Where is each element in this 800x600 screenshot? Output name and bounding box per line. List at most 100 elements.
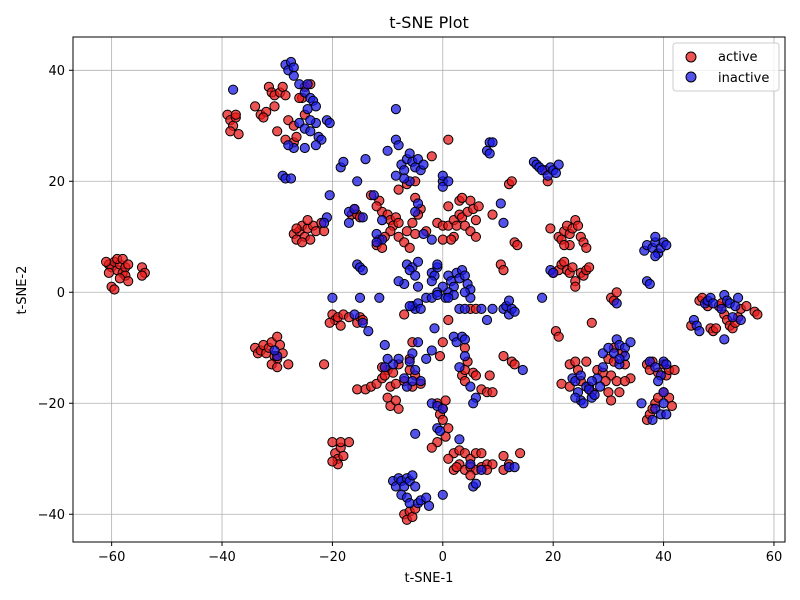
point-inactive — [443, 292, 454, 303]
point-inactive — [305, 126, 316, 137]
point-inactive — [647, 414, 658, 425]
point-inactive — [470, 478, 481, 489]
point-inactive — [357, 212, 368, 223]
point-inactive — [459, 334, 470, 345]
point-inactive — [509, 306, 520, 317]
point-inactive — [410, 270, 421, 281]
point-active — [434, 351, 446, 362]
point-inactive — [459, 270, 470, 281]
point-inactive — [415, 376, 426, 387]
point-inactive — [327, 292, 338, 303]
legend-box — [672, 42, 780, 92]
point-active — [390, 395, 401, 406]
point-inactive — [437, 403, 448, 414]
point-inactive — [404, 301, 415, 312]
point-inactive — [550, 167, 562, 179]
point-inactive — [357, 317, 368, 328]
legend-label-inactive: inactive — [718, 71, 769, 86]
point-inactive — [357, 265, 368, 276]
point-inactive — [324, 117, 335, 129]
point-inactive — [377, 215, 388, 226]
point-inactive — [363, 326, 374, 337]
x-tick-label: 60 — [766, 550, 783, 565]
point-inactive — [481, 314, 493, 326]
point-inactive — [423, 500, 435, 511]
point-inactive — [305, 115, 316, 126]
point-active — [399, 309, 410, 320]
point-inactive — [269, 345, 280, 356]
point-inactive — [595, 381, 606, 392]
point-inactive — [498, 217, 509, 228]
point-inactive — [614, 353, 625, 364]
point-inactive — [578, 398, 589, 409]
point-inactive — [625, 337, 636, 348]
point-active — [338, 450, 349, 462]
point-active — [669, 364, 680, 376]
point-active — [619, 376, 631, 387]
point-inactive — [735, 314, 746, 326]
point-inactive — [650, 231, 661, 242]
point-active — [319, 359, 330, 370]
point-inactive — [465, 459, 476, 470]
point-inactive — [343, 217, 355, 228]
point-inactive — [426, 276, 437, 287]
point-inactive — [658, 387, 669, 398]
plot-area — [73, 37, 785, 542]
x-tick-label: 40 — [655, 550, 672, 565]
x-tick-label: 20 — [545, 550, 562, 565]
point-inactive — [644, 278, 655, 290]
series-active — [101, 79, 763, 525]
point-active — [498, 265, 509, 276]
point-inactive — [374, 292, 385, 303]
point-inactive — [586, 376, 597, 387]
point-inactive — [418, 159, 429, 170]
point-active — [581, 356, 592, 367]
point-active — [545, 223, 556, 234]
point-active — [509, 359, 520, 370]
point-inactive — [694, 326, 705, 337]
point-active — [426, 151, 437, 162]
point-active — [470, 215, 481, 226]
point-inactive — [708, 298, 719, 309]
point-active — [443, 453, 454, 464]
point-active — [437, 414, 448, 425]
y-tick-label: 20 — [48, 175, 65, 190]
point-inactive — [597, 362, 609, 373]
point-active — [611, 287, 622, 298]
point-inactive — [302, 104, 313, 115]
point-inactive — [368, 190, 379, 201]
point-active — [752, 309, 763, 320]
x-tick-label: −40 — [208, 550, 235, 565]
point-active — [614, 387, 625, 398]
point-inactive — [349, 309, 360, 320]
point-active — [109, 284, 120, 295]
point-inactive — [459, 303, 470, 314]
point-active — [280, 90, 291, 101]
point-active — [512, 240, 523, 251]
point-inactive — [390, 104, 401, 115]
point-active — [101, 256, 112, 267]
point-inactive — [611, 298, 622, 309]
point-inactive — [548, 267, 559, 278]
point-active — [371, 201, 382, 212]
point-active — [570, 356, 581, 367]
point-active — [572, 220, 584, 231]
point-inactive — [509, 462, 520, 473]
point-inactive — [432, 259, 443, 270]
point-active — [390, 378, 401, 389]
point-inactive — [454, 362, 465, 373]
point-inactive — [537, 292, 548, 303]
point-inactive — [354, 292, 366, 303]
point-inactive — [459, 287, 470, 298]
point-active — [470, 370, 481, 381]
point-inactive — [468, 398, 479, 409]
point-inactive — [393, 140, 404, 151]
point-inactive — [434, 425, 446, 437]
point-active — [457, 192, 468, 203]
point-inactive — [288, 70, 299, 81]
point-inactive — [407, 470, 418, 481]
point-active — [393, 184, 404, 195]
point-active — [230, 109, 241, 120]
point-inactive — [310, 101, 321, 112]
